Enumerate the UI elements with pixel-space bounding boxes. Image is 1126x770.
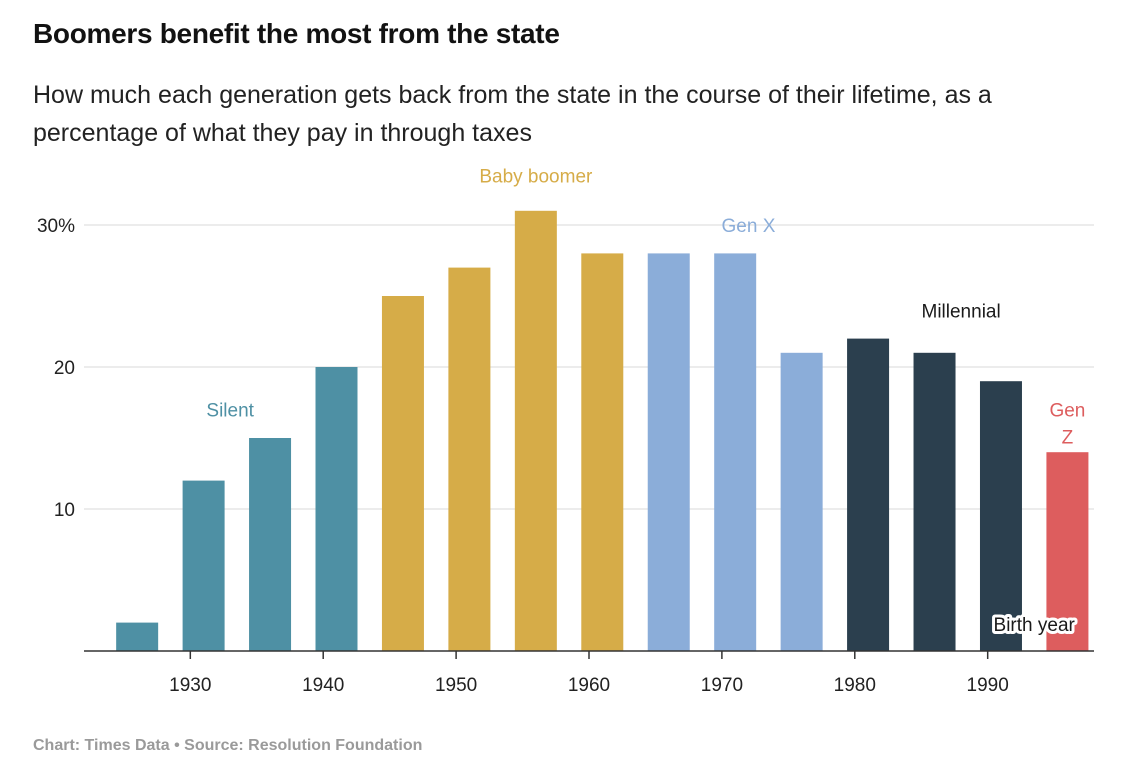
- bar-1956: [514, 210, 557, 652]
- x-axis-ticks: 1930 1940 1950 1960 1970 1980 1990: [169, 651, 1009, 696]
- bars: [116, 210, 1089, 652]
- chart-credit: Chart: Times Data: [33, 737, 170, 754]
- x-tick-label: 1930: [169, 675, 211, 696]
- x-tick-label: 1990: [967, 675, 1009, 696]
- bar-1981: [847, 338, 890, 651]
- bar-1951: [448, 267, 491, 651]
- generation-label: Gen X: [722, 216, 776, 237]
- y-axis-ticks: 10 20 30%: [37, 216, 75, 521]
- generation-label: Gen Z: [1049, 401, 1085, 449]
- generation-label: Millennial: [922, 301, 1001, 322]
- generation-label-line: Z: [1062, 428, 1074, 449]
- bar-1941: [315, 367, 358, 651]
- generation-labels: Silent Baby boomer Gen X Millennial Gen Z: [206, 166, 1085, 448]
- chart-subtitle: How much each generation gets back from …: [33, 81, 992, 147]
- x-tick-label: 1980: [834, 675, 876, 696]
- bar-1976: [780, 352, 823, 651]
- bar-1926: [116, 622, 159, 651]
- y-tick-label: 10: [54, 500, 75, 521]
- bar-1936: [249, 438, 292, 651]
- birth-year-halo: Birth year: [994, 615, 1076, 636]
- y-tick-label: 20: [54, 358, 75, 379]
- bar-1996: [1046, 452, 1089, 651]
- bar-1971: [714, 253, 757, 651]
- x-tick-label: 1970: [701, 675, 743, 696]
- y-tick-label: 30%: [37, 216, 75, 237]
- bar-1931: [182, 480, 225, 651]
- bar-1966: [647, 253, 690, 651]
- generation-label: Baby boomer: [479, 166, 593, 187]
- bar-1946: [381, 296, 424, 651]
- bar-1986: [913, 352, 956, 651]
- bar-1991: [979, 381, 1022, 651]
- chart-title: Boomers benefit the most from the state: [33, 18, 560, 49]
- source-credit: Source: Resolution Foundation: [184, 737, 423, 754]
- birth-year-label: Birth year: [994, 615, 1076, 636]
- bar-chart: 10 20 30% 1930 1940 1950 1960 1970 1980 1990 Sil…: [37, 166, 1094, 696]
- footer-separator: •: [174, 737, 180, 754]
- x-tick-label: 1940: [302, 675, 344, 696]
- chart-footer: Chart: Times Data • Source: Resolution F…: [33, 737, 422, 755]
- generation-label-line: Gen: [1049, 401, 1085, 422]
- bar-1961: [581, 253, 624, 651]
- x-tick-label: 1950: [435, 675, 477, 696]
- x-tick-label: 1960: [568, 675, 610, 696]
- generation-label: Silent: [206, 401, 254, 422]
